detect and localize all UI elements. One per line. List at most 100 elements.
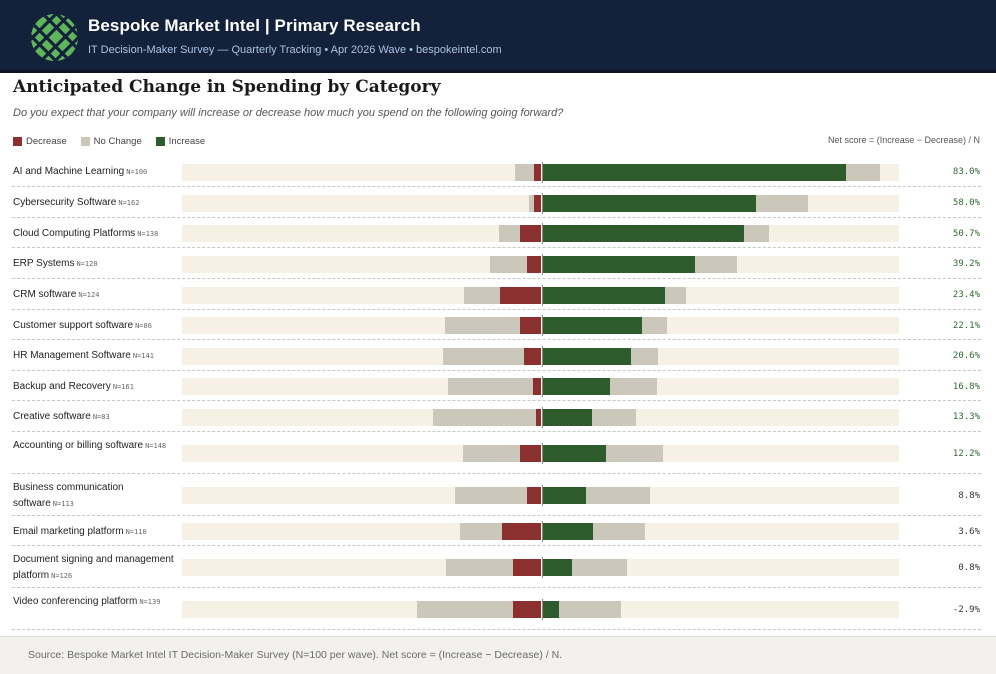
increase-bar — [541, 347, 631, 365]
increase-bar — [541, 523, 594, 540]
net-score-value: 22.1% — [952, 320, 980, 331]
legend-item-no-change: No Change — [80, 136, 142, 147]
no-change-bar-left — [464, 286, 501, 304]
no-change-bar-left — [462, 445, 520, 462]
no-change-bar-left — [445, 559, 513, 576]
sample-size-label: N=139 — [139, 598, 161, 606]
legend-label-increase: Increase — [168, 135, 206, 147]
legend-item-decrease: Decrease — [13, 136, 67, 147]
report-brand-title: Bespoke Market Intel | Primary Research — [88, 16, 421, 35]
no-change-bar-right — [631, 347, 658, 365]
net-score-value: 83.0% — [952, 167, 980, 177]
category-name: Document signing and management platform — [13, 554, 174, 581]
net-score-value: 0.8% — [958, 562, 980, 573]
chart-row: Customer support software N=86 22.1% — [12, 311, 981, 340]
net-score-value: 50.7% — [952, 228, 980, 239]
category-name: Customer support software — [13, 319, 134, 331]
net-score-value: 3.6% — [958, 526, 980, 537]
chart-row: Document signing and management platform… — [12, 547, 981, 588]
report-header: Bespoke Market Intel | Primary Research … — [0, 0, 996, 70]
increase-bar — [541, 286, 665, 304]
increase-bar — [541, 487, 587, 504]
decrease-bar — [512, 601, 542, 618]
chart-row: Accounting or billing software N=148 12.2% — [12, 433, 981, 474]
category-name: Creative software — [13, 411, 91, 422]
chart-row: AI and Machine Learning N=100 83.0% — [12, 157, 981, 187]
bar-track — [182, 284, 899, 306]
chart-row: Business communication software N=113 8.8% — [12, 475, 981, 516]
category-label: ERP Systems N=120 — [13, 256, 178, 272]
no-change-bar-left — [455, 487, 528, 504]
chart-row: Cybersecurity Software N=162 58.0% — [12, 188, 981, 218]
bar-track — [182, 557, 899, 578]
chart-title: Anticipated Change in Spending by Catego… — [13, 77, 441, 97]
decrease-bar — [534, 163, 542, 181]
category-label: CRM software N=124 — [13, 287, 178, 303]
legend-label-decrease: Decrease — [26, 135, 67, 147]
category-name: CRM software — [13, 289, 77, 300]
decrease-bar — [512, 559, 542, 576]
footer: Source: Bespoke Market Intel IT Decision… — [0, 636, 996, 674]
bar-track — [182, 315, 899, 336]
increase-bar — [541, 559, 572, 576]
category-name: HR Management Software — [13, 350, 131, 361]
crosshatch-logo-icon — [31, 14, 78, 61]
category-label: Email marketing platform N=110 — [13, 524, 178, 540]
category-label: HR Management Software N=141 — [13, 348, 178, 364]
no-change-bar-right — [559, 601, 621, 618]
decrease-bar — [520, 317, 542, 334]
legend-swatch-decrease — [13, 136, 22, 146]
category-name: Cybersecurity Software — [13, 197, 117, 208]
category-name: AI and Machine Learning — [13, 166, 125, 177]
category-name: Cloud Computing Platforms — [13, 227, 136, 239]
net-score-value: 20.6% — [952, 351, 980, 361]
sample-size-label: N=148 — [145, 442, 167, 450]
chart-row: Email marketing platform N=110 3.6% — [12, 517, 981, 546]
category-name: Video conferencing platform — [13, 596, 138, 607]
no-change-bar-left — [443, 347, 524, 365]
zero-axis-line — [541, 161, 543, 183]
bar-track — [182, 406, 899, 428]
category-label: Backup and Recovery N=161 — [13, 379, 178, 395]
no-change-bar-left — [490, 255, 528, 273]
no-change-bar-right — [665, 286, 687, 304]
net-score-value: 39.2% — [952, 259, 980, 269]
category-label: Document signing and management platform… — [13, 552, 178, 584]
legend-swatch-increase — [155, 136, 165, 146]
bar-track — [182, 161, 899, 183]
decrease-bar — [500, 286, 542, 304]
category-name: Business communication software — [13, 482, 124, 509]
chart-row: CRM software N=124 23.4% — [12, 280, 981, 310]
no-change-bar-right — [586, 487, 651, 504]
report-brand-subtitle: IT Decision-Maker Survey — Quarterly Tra… — [88, 44, 502, 56]
zero-axis-line — [541, 443, 543, 464]
increase-bar — [541, 317, 642, 334]
zero-axis-line — [541, 223, 543, 244]
no-change-bar-left — [433, 408, 537, 426]
bar-track — [182, 521, 899, 542]
sample-size-label: N=113 — [52, 500, 74, 508]
no-change-bar-right — [756, 194, 808, 212]
bar-track — [182, 253, 899, 275]
category-name: Accounting or billing software — [13, 440, 144, 451]
category-label: Business communication software N=113 — [13, 480, 178, 512]
bar-track — [182, 443, 899, 464]
net-score-value: 58.0% — [952, 198, 980, 208]
category-label: Video conferencing platform N=139 — [13, 594, 178, 610]
bar-track — [182, 485, 899, 506]
chart-row: Backup and Recovery N=161 16.8% — [12, 372, 981, 401]
zero-axis-line — [541, 376, 543, 397]
category-name: Email marketing platform — [13, 525, 124, 537]
no-change-bar-right — [743, 225, 770, 242]
zero-axis-line — [541, 345, 543, 367]
decrease-bar — [527, 487, 542, 504]
chart-legend: Decrease No Change Increase — [13, 135, 219, 147]
no-change-bar-right — [695, 255, 738, 273]
increase-bar — [541, 194, 757, 212]
zero-axis-line — [541, 315, 543, 336]
bar-track — [182, 345, 899, 367]
chart-row: Creative software N=83 13.3% — [12, 402, 981, 432]
category-label: Cloud Computing Platforms N=138 — [13, 226, 178, 242]
no-change-bar-right — [609, 378, 658, 395]
